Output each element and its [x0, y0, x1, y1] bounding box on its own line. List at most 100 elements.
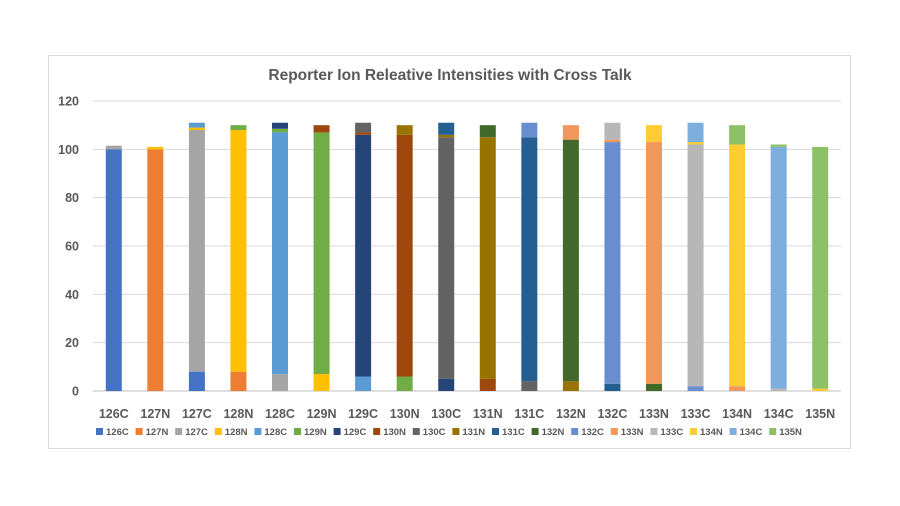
bar-segment — [272, 374, 288, 391]
x-tick-label: 134C — [764, 407, 794, 421]
bar-segment — [396, 134, 413, 377]
x-tick-label: 132N — [556, 407, 586, 421]
legend-swatch — [373, 428, 381, 435]
bar-segment — [812, 388, 829, 391]
legend-swatch — [175, 428, 183, 435]
bar-segment — [230, 371, 247, 391]
bar-segment — [438, 137, 455, 379]
legend-label: 134N — [700, 427, 723, 438]
legend-swatch — [492, 428, 499, 435]
y-tick-label: 80 — [65, 191, 79, 205]
bar-segment — [687, 144, 704, 387]
x-tick-label: 129C — [348, 407, 378, 421]
legend-swatch — [571, 428, 579, 435]
legend-swatch — [294, 428, 301, 435]
bar-segment — [355, 134, 372, 377]
bar-segment — [479, 378, 496, 391]
bar-segment — [188, 127, 205, 130]
y-tick-label: 100 — [58, 143, 79, 157]
bar-segment — [105, 149, 122, 391]
chart-frame: Reporter Ion Releative Intensities with … — [48, 55, 851, 449]
bar-segment — [687, 386, 704, 391]
bar-segment — [812, 146, 829, 389]
bar-segment — [147, 146, 164, 150]
x-tick-label: 128N — [223, 407, 253, 421]
legend-swatch — [135, 428, 143, 435]
x-tick-label: 127N — [140, 407, 170, 421]
legend-label: 128N — [225, 427, 248, 438]
x-tick-label: 133N — [639, 407, 669, 421]
x-tick-label: 127C — [182, 407, 212, 421]
bar-segment — [521, 137, 538, 382]
bar-segment — [272, 128, 288, 133]
legend: 126C 127N 127C 128N 128C 129N 129C 130N 130C 131N… — [96, 427, 802, 438]
y-axis: 0 20 40 60 80 100 120 — [58, 95, 79, 399]
legend-label: 131C — [502, 427, 525, 438]
legend-label: 129C — [344, 427, 367, 438]
bar-segment — [355, 132, 372, 135]
x-tick-label: 133C — [681, 407, 711, 421]
chart-title: Reporter Ion Releative Intensities with … — [268, 67, 632, 84]
x-tick-label: 130N — [390, 407, 420, 421]
bar-segment — [188, 130, 205, 372]
bar-segment — [687, 142, 704, 145]
legend-label: 130N — [383, 427, 406, 438]
bar-segment — [604, 122, 621, 140]
bar-segment — [438, 378, 455, 391]
bar-segment — [313, 132, 330, 375]
bar-segment — [770, 146, 787, 389]
bar-segment — [604, 142, 621, 384]
bar-segment — [646, 125, 662, 143]
bar-segment — [604, 383, 621, 391]
bar-segment — [355, 122, 372, 133]
x-tick-label: 131N — [473, 407, 503, 421]
legend-label: 135N — [779, 427, 802, 438]
bar-segment — [313, 125, 330, 133]
y-tick-label: 20 — [65, 336, 79, 350]
x-tick-label: 134N — [722, 407, 752, 421]
y-tick-label: 120 — [58, 95, 79, 109]
legend-label: 131N — [462, 427, 485, 438]
legend-label: 132N — [542, 427, 565, 438]
legend-swatch — [610, 428, 618, 435]
bar-segment — [438, 122, 455, 135]
bar-segment — [105, 145, 122, 150]
legend-label: 134C — [740, 427, 763, 438]
y-tick-label: 60 — [65, 240, 79, 254]
legend-swatch — [214, 428, 222, 435]
bar-segment — [230, 130, 247, 372]
bar-segment — [729, 144, 746, 387]
bar-segment — [396, 125, 413, 135]
bar-segment — [729, 386, 746, 391]
legend-label: 128C — [264, 427, 287, 438]
bar-segment — [604, 139, 621, 143]
x-tick-label: 132C — [597, 407, 627, 421]
x-tick-label: 130C — [431, 407, 461, 421]
bar-segment — [188, 122, 205, 128]
legend-swatch — [254, 428, 262, 435]
legend-label: 133C — [660, 427, 683, 438]
legend-swatch — [412, 428, 420, 435]
chart-svg: Reporter Ion Releative Intensities with … — [58, 67, 841, 438]
bar-segment — [230, 125, 247, 130]
bar-segment — [479, 125, 496, 138]
bar-segment — [770, 144, 787, 147]
legend-swatch — [333, 428, 341, 435]
legend-swatch — [96, 428, 103, 435]
bar-segment — [521, 122, 538, 138]
bars — [105, 122, 829, 391]
legend-label: 130C — [423, 427, 446, 438]
bar-segment — [646, 383, 662, 391]
x-tick-label: 128C — [265, 407, 295, 421]
bar-segment — [396, 376, 413, 391]
legend-label: 129N — [304, 427, 327, 438]
x-axis: 126C 127N 127C 128N 128C 129N 129C 130N 130C 131N… — [99, 407, 835, 421]
y-tick-label: 40 — [65, 288, 79, 302]
bar-segment — [479, 137, 496, 379]
bar-segment — [646, 142, 662, 384]
bar-segment — [188, 371, 205, 391]
bar-segment — [562, 381, 579, 391]
legend-swatch — [650, 428, 658, 435]
legend-swatch — [690, 428, 697, 435]
bar-segment — [562, 125, 579, 140]
